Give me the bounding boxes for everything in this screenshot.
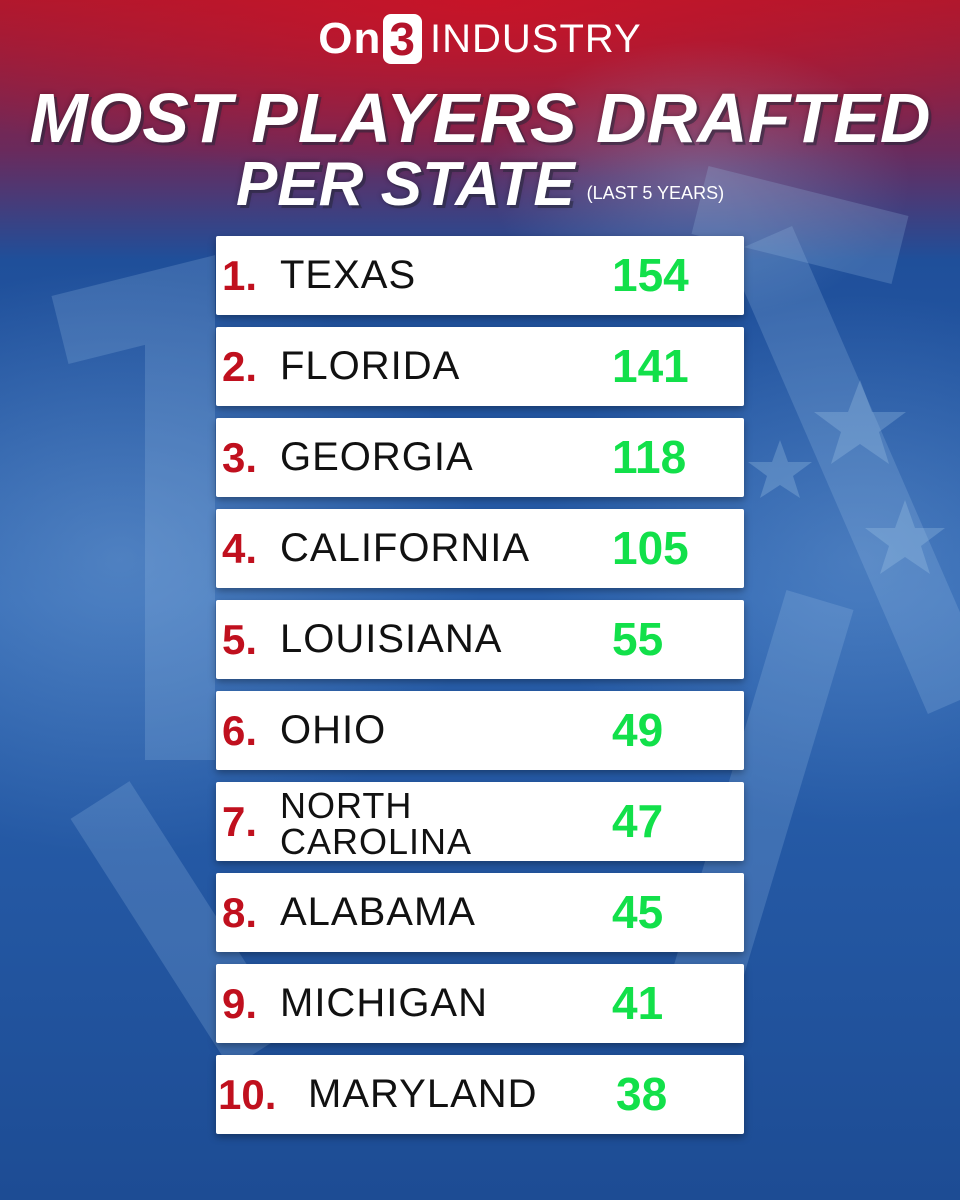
rank-number: 4. xyxy=(222,525,258,572)
players-count: 105 xyxy=(612,522,689,574)
players-count: 118 xyxy=(612,431,687,483)
rank-number: 9. xyxy=(222,980,258,1027)
brand-industry: INDUSTRY xyxy=(429,17,642,61)
state-name: NORTH CAROLINA xyxy=(280,785,473,862)
players-count: 154 xyxy=(612,249,689,301)
state-name: MARYLAND xyxy=(308,1072,538,1116)
rank-number: 5. xyxy=(222,616,258,663)
page-title: MOST PLAYERS DRAFTED xyxy=(29,79,931,157)
rank-number: 6. xyxy=(222,707,258,754)
players-count: 141 xyxy=(612,340,689,392)
state-name: TEXAS xyxy=(280,253,417,297)
rank-number: 7. xyxy=(222,798,258,845)
brand-logo: On 3 INDUSTRY xyxy=(0,14,960,64)
players-count: 38 xyxy=(616,1068,668,1120)
page-subtitle: PER STATE (LAST 5 YEARS) xyxy=(0,152,960,222)
state-name: CALIFORNIA xyxy=(280,526,531,570)
rank-number: 10. xyxy=(218,1071,277,1118)
rank-number: 3. xyxy=(222,434,258,481)
players-count: 41 xyxy=(612,977,664,1029)
timeframe-note: (LAST 5 YEARS) xyxy=(586,182,725,203)
ranking-row-8: 8. ALABAMA 45 xyxy=(216,873,744,952)
ranking-row-3: 3. GEORGIA 118 xyxy=(216,418,744,497)
ranking-row-7: 7. NORTH CAROLINA 47 xyxy=(216,782,744,861)
state-name: ALABAMA xyxy=(280,890,476,934)
ranking-row-1: 1. TEXAS 154 xyxy=(216,236,744,315)
rank-number: 1. xyxy=(222,252,258,299)
ranking-row-9: 9. MICHIGAN 41 xyxy=(216,964,744,1043)
players-count: 45 xyxy=(612,886,664,938)
ranking-row-10: 10. MARYLAND 38 xyxy=(216,1055,744,1134)
state-name: FLORIDA xyxy=(280,344,461,388)
state-name: MICHIGAN xyxy=(280,981,488,1025)
rankings-list: 1. TEXAS 154 2. FLORIDA 141 3. GEORGIA 1… xyxy=(216,236,744,1146)
players-count: 47 xyxy=(612,795,664,847)
state-name: LOUISIANA xyxy=(280,617,503,661)
ranking-row-6: 6. OHIO 49 xyxy=(216,691,744,770)
subtitle-text: PER STATE xyxy=(235,150,575,219)
brand-on: On xyxy=(318,14,382,63)
players-count: 49 xyxy=(612,704,664,756)
rank-number: 8. xyxy=(222,889,258,936)
brand-three: 3 xyxy=(383,14,422,64)
ranking-row-2: 2. FLORIDA 141 xyxy=(216,327,744,406)
rank-number: 2. xyxy=(222,343,258,390)
ranking-row-4: 4. CALIFORNIA 105 xyxy=(216,509,744,588)
state-name: OHIO xyxy=(280,708,387,752)
ranking-row-5: 5. LOUISIANA 55 xyxy=(216,600,744,679)
state-name: GEORGIA xyxy=(280,435,474,479)
players-count: 55 xyxy=(612,613,664,665)
